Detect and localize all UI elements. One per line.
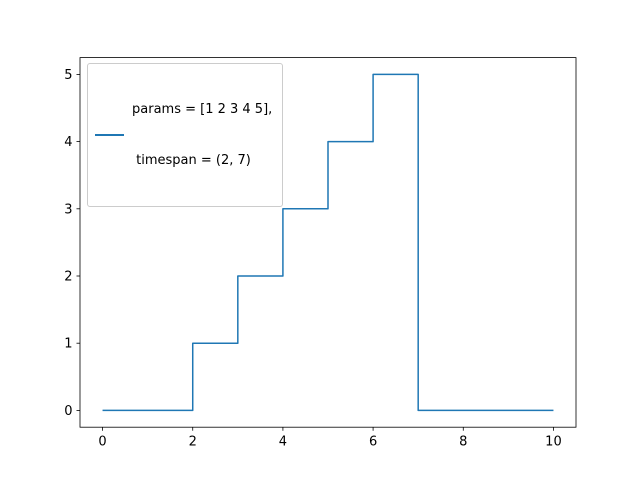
legend-line-sample <box>95 134 124 136</box>
legend: params = [1 2 3 4 5], timespan = (2, 7) <box>87 63 284 207</box>
axes-spines <box>79 57 577 428</box>
step-line <box>102 73 554 412</box>
x-tick-label: 2 <box>189 435 197 450</box>
legend-label-line-1: params = [1 2 3 4 5], <box>132 102 273 117</box>
y-tick-label: 0 <box>64 404 72 419</box>
y-tick-label: 3 <box>64 202 72 217</box>
legend-label-line-2: timespan = (2, 7) <box>132 153 251 168</box>
legend-label: params = [1 2 3 4 5], timespan = (2, 7) <box>132 67 272 203</box>
x-tick-label: 4 <box>279 435 287 450</box>
y-tick-label: 5 <box>64 68 72 83</box>
x-tick-label: 10 <box>545 435 562 450</box>
x-tick-label: 6 <box>369 435 377 450</box>
y-tick-label: 2 <box>64 270 72 285</box>
x-tick-label: 8 <box>459 435 467 450</box>
y-tick-label: 4 <box>64 135 72 150</box>
x-tick-label: 0 <box>98 435 106 450</box>
y-tick-label: 1 <box>64 337 72 352</box>
